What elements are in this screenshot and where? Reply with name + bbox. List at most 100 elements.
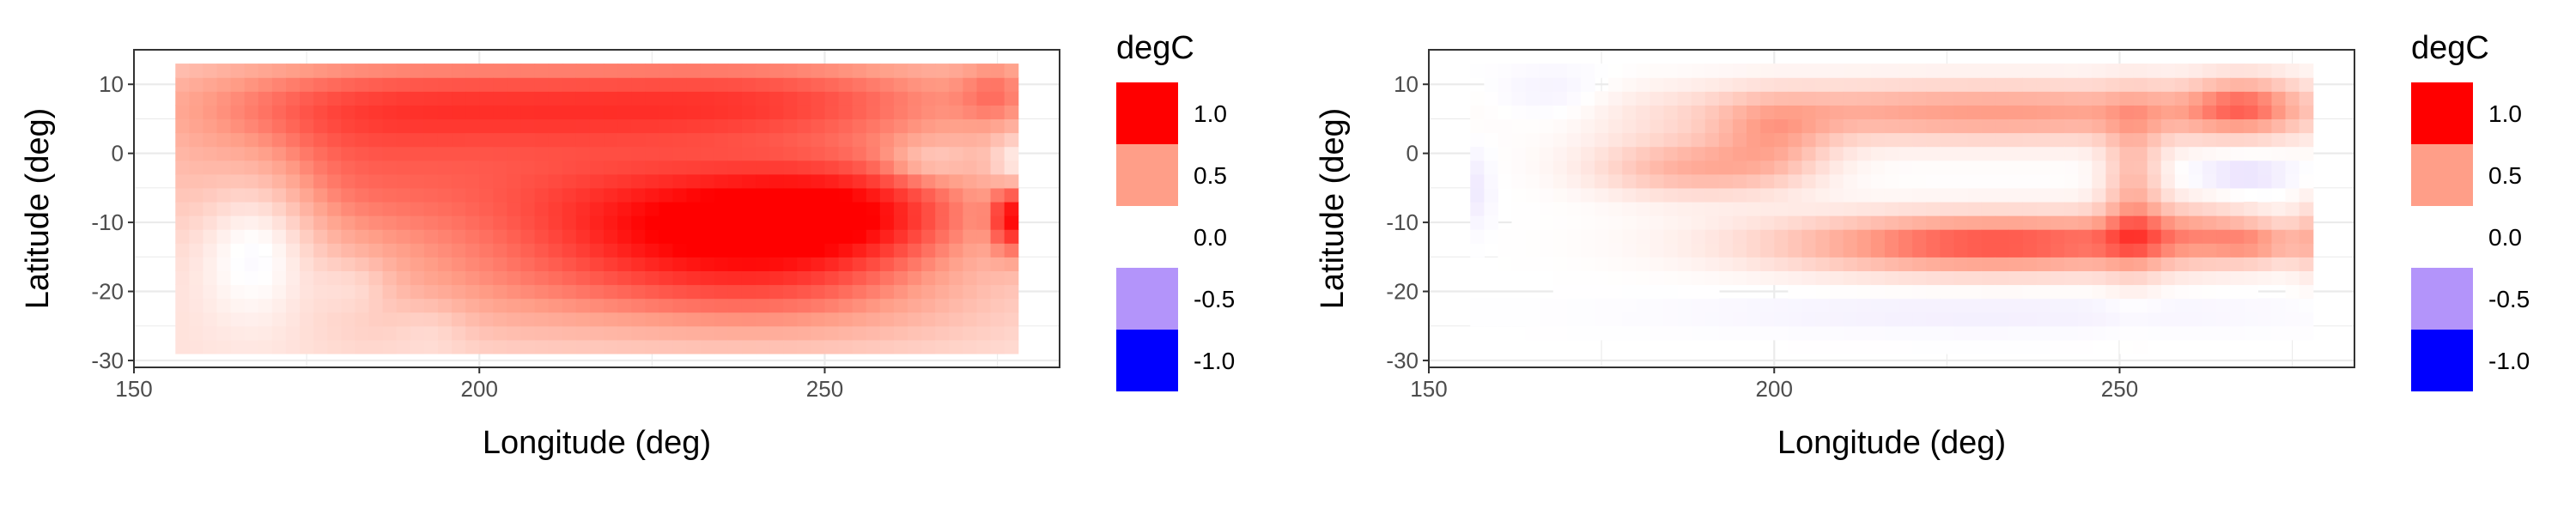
heatmap-tile (327, 64, 342, 78)
heatmap-tile (990, 312, 1005, 327)
heatmap-tile (1608, 187, 1623, 203)
heatmap-tile (1691, 64, 1706, 78)
heatmap-tile (1856, 257, 1872, 271)
heatmap-tile (1539, 132, 1554, 148)
heatmap-tile (479, 325, 494, 341)
heatmap-tile (300, 257, 314, 271)
heatmap-tile (1622, 215, 1637, 230)
heatmap-tile (617, 160, 632, 175)
heatmap-tile (1004, 257, 1019, 271)
heatmap-tile (1899, 64, 1913, 78)
heatmap-tile (2244, 312, 2258, 327)
heatmap-tile (1953, 312, 1969, 327)
heatmap-tile (976, 215, 992, 230)
heatmap-tile (824, 201, 840, 216)
heatmap-tile (1815, 201, 1831, 216)
heatmap-tile (244, 284, 259, 300)
heatmap-tile (769, 187, 784, 203)
legend-key (2411, 268, 2473, 330)
heatmap-tile (562, 132, 577, 148)
heatmap-tile (452, 229, 466, 244)
heatmap-tile (935, 146, 950, 161)
heatmap-tile (2257, 132, 2273, 148)
heatmap-tile (824, 77, 840, 92)
heatmap-tile (1953, 298, 1969, 313)
heatmap-tile (2285, 64, 2300, 78)
heatmap-tile (672, 91, 688, 106)
heatmap-tile (355, 105, 370, 120)
heatmap-tile (631, 132, 646, 148)
heatmap-tile (2188, 298, 2203, 313)
heatmap-tile (2105, 132, 2121, 148)
heatmap-tile (604, 105, 618, 120)
heatmap-tile (1663, 118, 1679, 134)
heatmap-tile (341, 257, 356, 271)
heatmap-tile (313, 257, 328, 271)
heatmap-tile (216, 257, 232, 271)
heatmap-tile (1677, 257, 1692, 271)
heatmap-tile (2299, 187, 2314, 203)
heatmap-tile (2160, 270, 2176, 286)
heatmap-tile (686, 132, 702, 148)
heatmap-tile (507, 257, 522, 271)
heatmap-tile (355, 160, 370, 175)
heatmap-tile (604, 187, 618, 203)
heatmap-tile (1649, 312, 1665, 327)
heatmap-tile (465, 160, 480, 175)
heatmap-tile (1498, 105, 1513, 120)
heatmap-tile (1829, 173, 1844, 189)
heatmap-tile (2092, 187, 2106, 203)
heatmap-tile (2174, 270, 2190, 286)
heatmap-tile (838, 77, 854, 92)
heatmap-tile (313, 298, 328, 313)
heatmap-tile (963, 270, 978, 286)
heatmap-tile (1870, 243, 1886, 258)
heatmap-tile (1663, 270, 1679, 286)
heatmap-tile (1595, 118, 1609, 134)
legend-title: degC (1116, 30, 1194, 66)
heatmap-tile (1788, 77, 1803, 92)
heatmap-tile (1926, 243, 1941, 258)
heatmap-tile (1595, 270, 1609, 286)
heatmap-tile (465, 146, 480, 161)
heatmap-tile (285, 215, 301, 230)
heatmap-tile (1815, 132, 1831, 148)
heatmap-tile (949, 64, 963, 78)
heatmap-tile (423, 160, 439, 175)
heatmap-tile (1995, 187, 2010, 203)
heatmap-tile (479, 215, 494, 230)
heatmap-tile (1870, 215, 1886, 230)
heatmap-tile (382, 325, 398, 341)
heatmap-tile (797, 64, 811, 78)
heatmap-tile (1940, 284, 1955, 300)
heatmap-tile (216, 173, 232, 189)
heatmap-tile (1718, 243, 1734, 258)
heatmap-tile (258, 105, 273, 120)
heatmap-tile (1511, 64, 1527, 78)
heatmap-tile (203, 229, 218, 244)
heatmap-tile (589, 325, 605, 341)
heatmap-tile (368, 339, 384, 354)
heatmap-tile (769, 243, 784, 258)
heatmap-tile (1004, 173, 1019, 189)
heatmap-tile (935, 325, 950, 341)
heatmap-tile (575, 257, 591, 271)
heatmap-tile (783, 284, 798, 300)
heatmap-tile (838, 146, 854, 161)
heatmap-tile (1511, 173, 1527, 189)
heatmap-tile (2105, 187, 2121, 203)
heatmap-tile (2119, 91, 2135, 106)
heatmap-tile (1843, 284, 1858, 300)
heatmap-tile (727, 187, 743, 203)
heatmap-tile (382, 77, 398, 92)
heatmap-tile (1511, 201, 1527, 216)
heatmap-tile (2036, 160, 2051, 175)
heatmap-tiles (1470, 64, 2314, 354)
heatmap-tile (589, 270, 605, 286)
heatmap-tile (1511, 215, 1527, 230)
heatmap-tile (2036, 105, 2051, 120)
heatmap-tile (672, 312, 688, 327)
heatmap-tile (175, 146, 190, 161)
heatmap-tile (548, 91, 563, 106)
